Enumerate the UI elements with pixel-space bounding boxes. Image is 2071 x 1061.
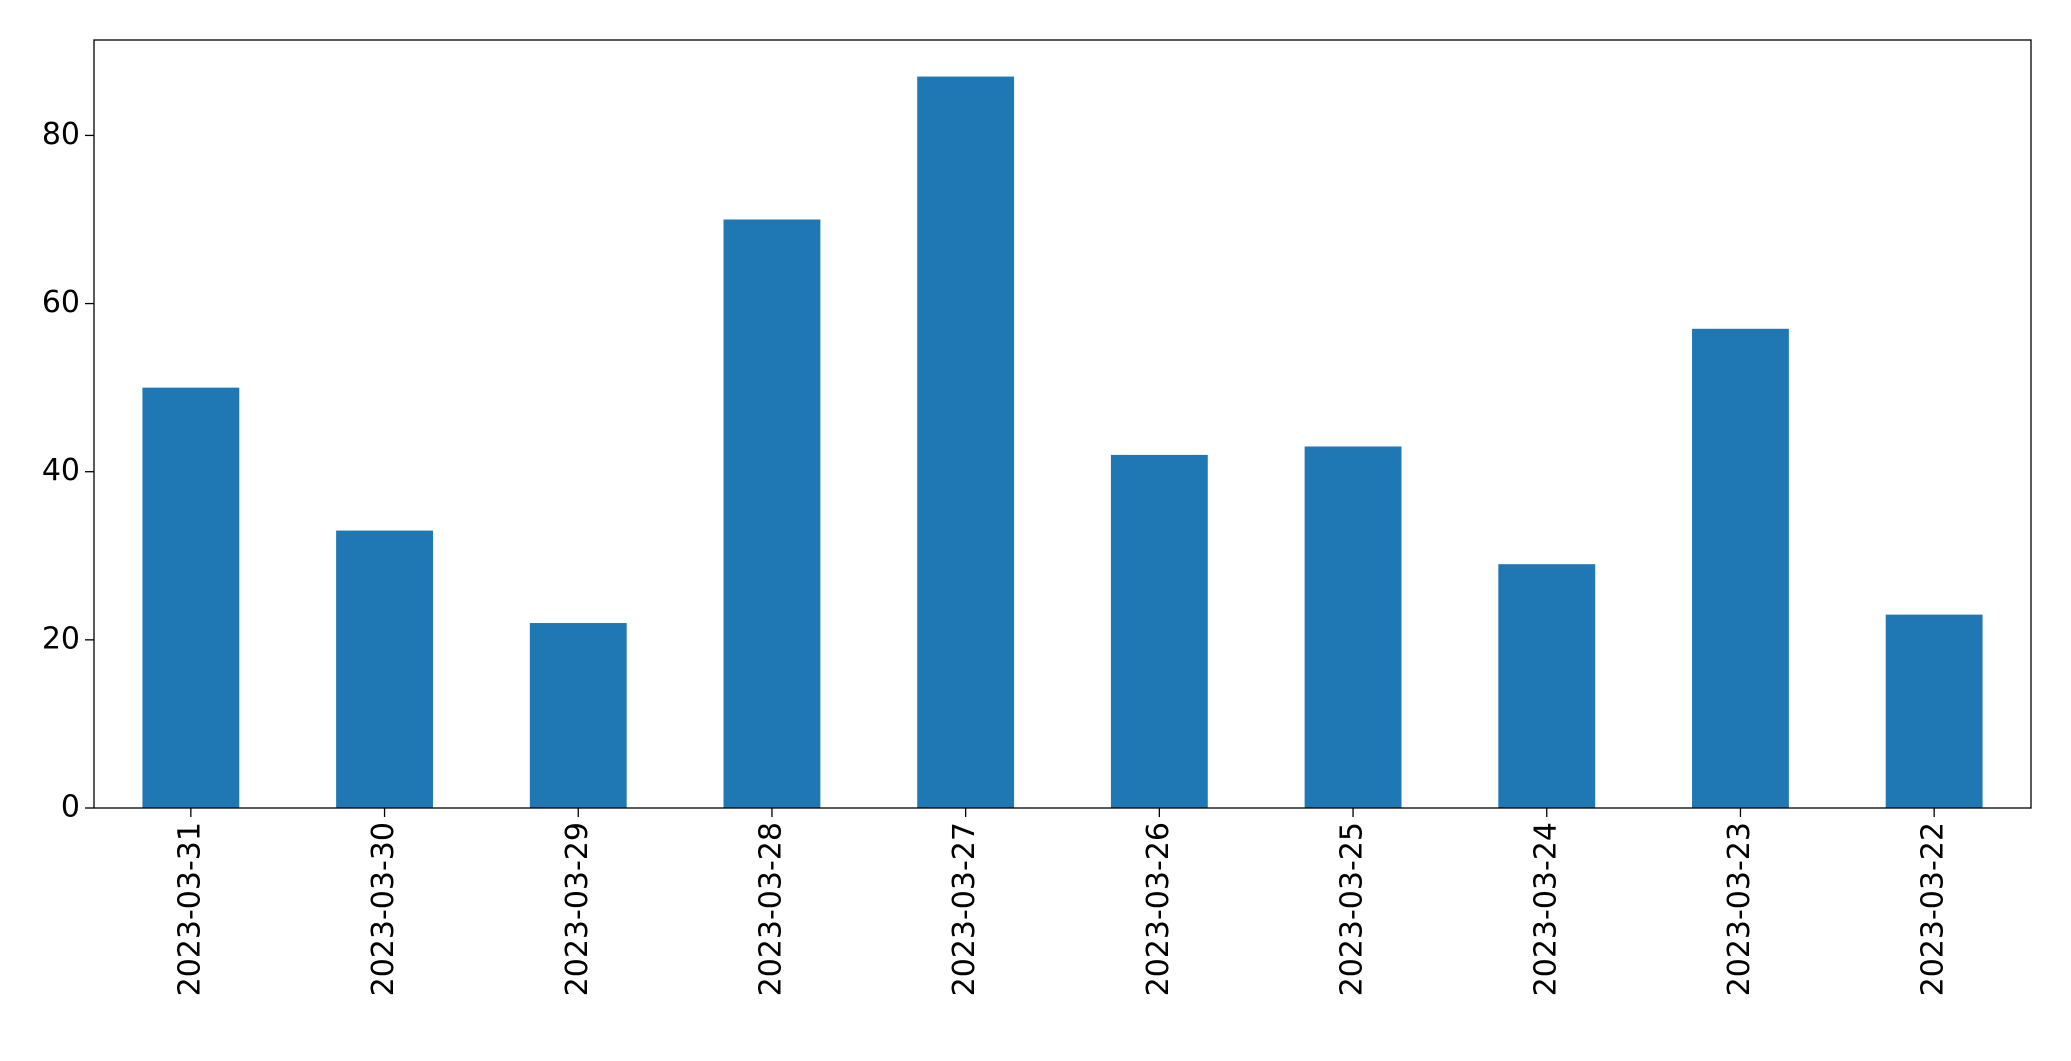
x-tick-label: 2023-03-30 <box>366 822 401 996</box>
bar <box>1304 446 1402 808</box>
x-tick-label: 2023-03-31 <box>172 822 207 996</box>
plot-frame <box>93 39 2032 809</box>
x-tick-label: 2023-03-22 <box>1916 822 1951 996</box>
x-tick-label: 2023-03-23 <box>1722 822 1757 996</box>
y-tick-label: 0 <box>61 790 80 825</box>
y-tick-label: 60 <box>42 285 80 320</box>
x-tick-label: 2023-03-28 <box>753 822 788 996</box>
bar <box>1498 564 1596 808</box>
x-tick-label: 2023-03-29 <box>560 822 595 996</box>
bar <box>142 387 240 808</box>
bar <box>336 530 433 808</box>
x-tick-label: 2023-03-27 <box>947 822 982 996</box>
bar <box>917 76 1015 809</box>
bar <box>1885 614 1983 808</box>
x-tick-label: 2023-03-24 <box>1528 822 1563 996</box>
y-tick-label: 20 <box>42 621 80 656</box>
bar <box>1692 328 1789 808</box>
bar <box>1110 454 1208 808</box>
y-tick-label: 40 <box>42 453 80 488</box>
x-tick-label: 2023-03-25 <box>1335 822 1370 996</box>
bar <box>529 623 627 808</box>
bar <box>723 219 821 808</box>
y-tick-label: 80 <box>42 117 80 152</box>
x-tick-label: 2023-03-26 <box>1141 822 1176 996</box>
